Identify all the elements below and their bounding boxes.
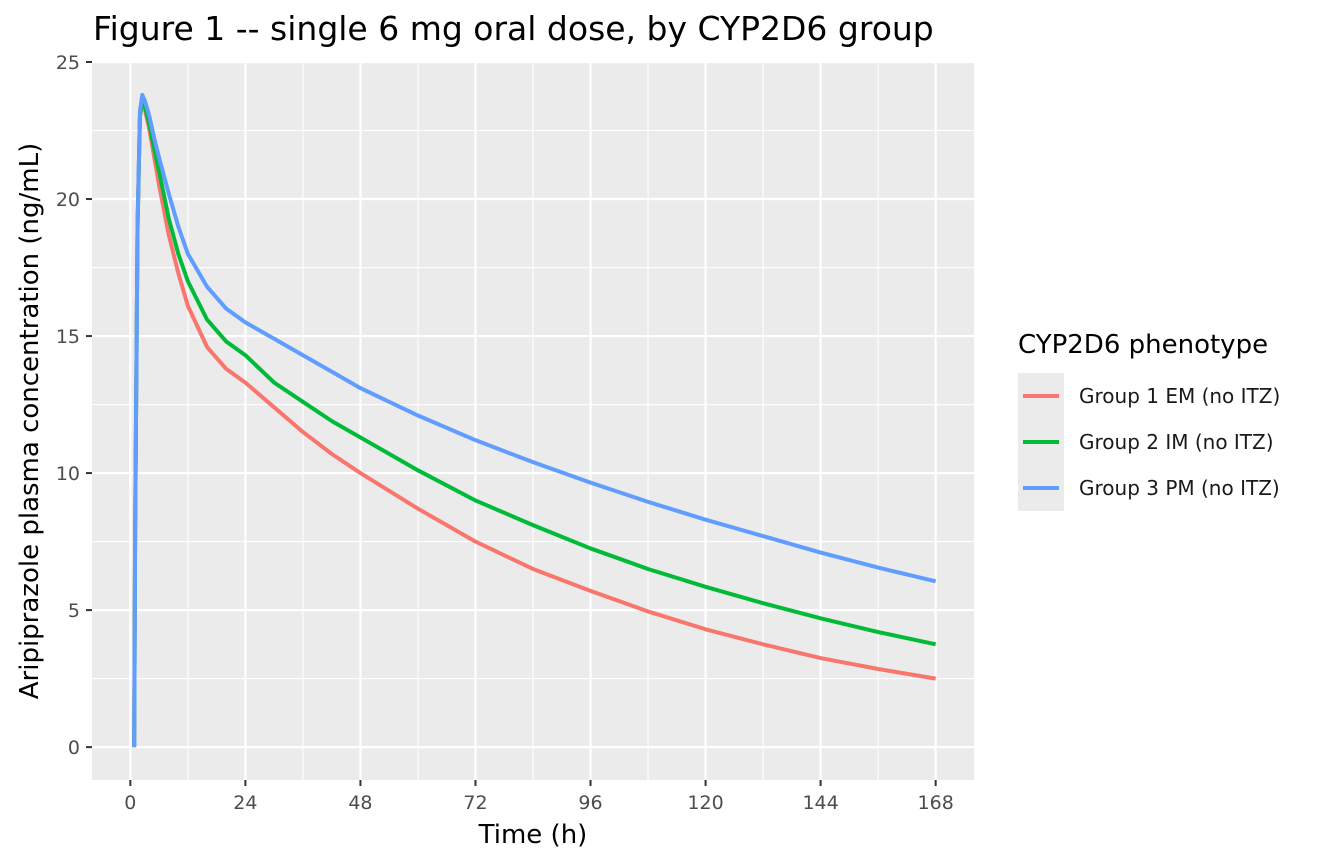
x-axis-title: Time (h) xyxy=(478,820,588,850)
legend-title: CYP2D6 phenotype xyxy=(1018,330,1268,360)
major-gridlines xyxy=(92,60,974,780)
x-tick-label: 24 xyxy=(233,792,257,814)
x-tick-label: 144 xyxy=(802,792,838,814)
x-tick-label: 48 xyxy=(348,792,372,814)
y-axis-title: Aripiprazole plasma concentration (ng/mL… xyxy=(15,143,45,700)
series-lines xyxy=(132,92,937,748)
chart-title: Figure 1 -- single 6 mg oral dose, by CY… xyxy=(93,9,934,48)
legend: CYP2D6 phenotype Group 1 EM (no ITZ)Grou… xyxy=(1018,330,1280,511)
minor-gridlines xyxy=(92,62,974,780)
x-tick-label: 72 xyxy=(463,792,487,814)
y-tick-label: 15 xyxy=(56,326,80,348)
x-tick-label: 120 xyxy=(687,792,723,814)
y-tick-label: 0 xyxy=(68,737,80,759)
y-tick-label: 10 xyxy=(56,463,80,485)
y-tick-label: 25 xyxy=(56,52,80,74)
x-axis: 0 24 48 72 96 120 144 168 xyxy=(124,780,954,814)
y-tick-label: 5 xyxy=(68,600,80,622)
x-tick-label: 168 xyxy=(918,792,954,814)
legend-label: Group 1 EM (no ITZ) xyxy=(1079,384,1280,408)
legend-label: Group 2 IM (no ITZ) xyxy=(1079,430,1274,454)
x-tick-label: 96 xyxy=(578,792,602,814)
legend-label: Group 3 PM (no ITZ) xyxy=(1079,476,1280,500)
y-tick-label: 20 xyxy=(56,189,80,211)
x-tick-label: 0 xyxy=(124,792,136,814)
series-line-group-3-pm-no-itz xyxy=(132,92,937,748)
legend-items: Group 1 EM (no ITZ) Group 2 IM (no ITZ) Gr… xyxy=(1023,384,1280,500)
y-axis: 0 5 10 15 20 25 xyxy=(56,52,92,759)
